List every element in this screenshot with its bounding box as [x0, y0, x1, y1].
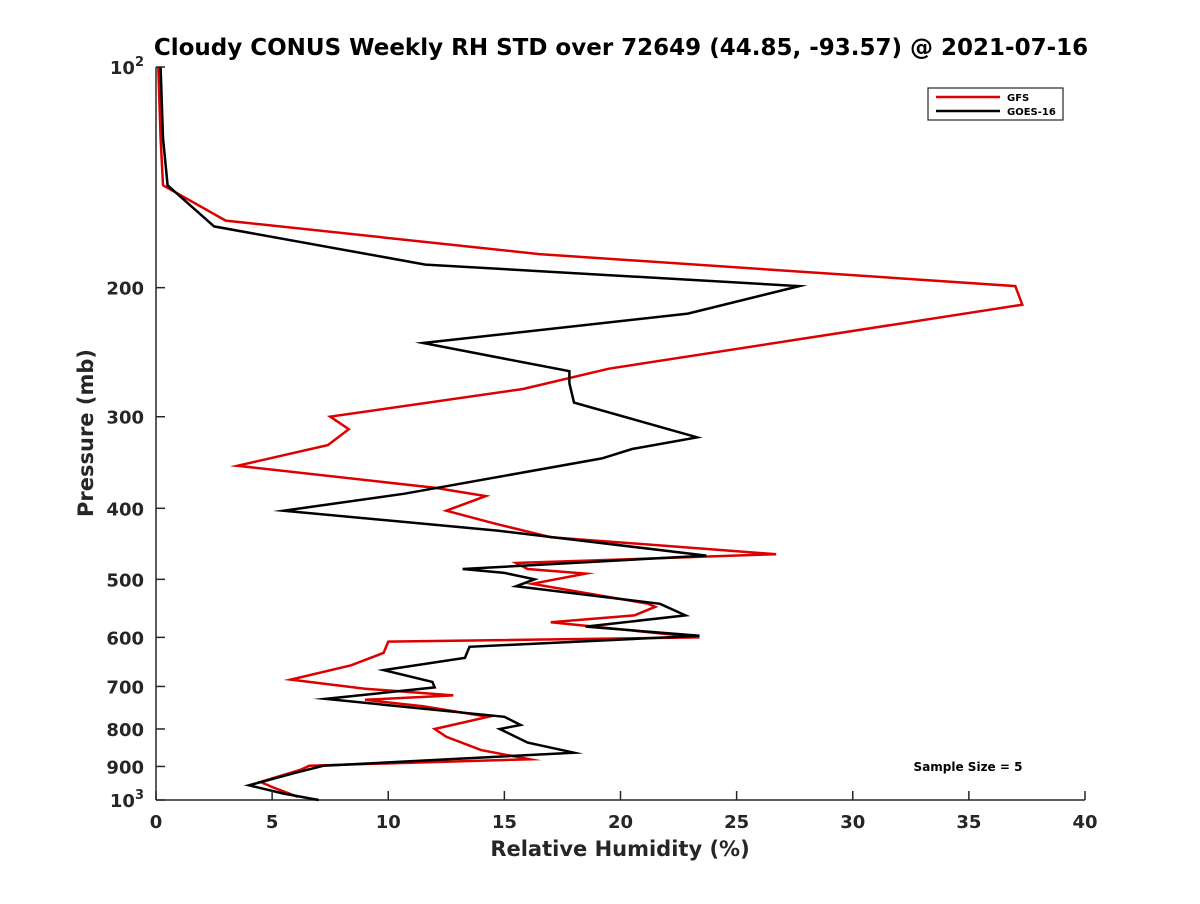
x-tick-label: 30 [840, 812, 865, 833]
y-tick-base: 10 [110, 58, 135, 79]
x-tick-label: 35 [956, 812, 981, 833]
y-tick-label: 102 [110, 55, 144, 79]
x-tick-label: 40 [1072, 812, 1097, 833]
series-line-goes-16 [159, 66, 808, 802]
x-tick-label: 10 [376, 812, 401, 833]
y-axis-label: Pressure (mb) [74, 349, 98, 517]
legend-entries: GFS GOES-16 [936, 93, 1056, 118]
x-tick-label: 15 [492, 812, 517, 833]
y-tick-label: 300 [106, 408, 144, 429]
x-tick-label: 0 [150, 812, 163, 833]
legend-box [927, 87, 1064, 121]
y-tick-label: 600 [106, 628, 144, 649]
x-axis-label: Relative Humidity (%) [490, 837, 749, 861]
y-tick-label: 900 [106, 757, 144, 778]
y-tick-label: 800 [106, 720, 144, 741]
y-tick-label: 500 [106, 570, 144, 591]
legend-label: GOES-16 [1007, 107, 1056, 118]
y-tick-label: 200 [106, 279, 144, 300]
y-tick-label: 103 [110, 788, 144, 812]
x-tick-label: 20 [608, 812, 633, 833]
chart-title: Cloudy CONUS Weekly RH STD over 72649 (4… [154, 35, 1088, 61]
y-tick-label: 400 [106, 499, 144, 520]
plot-area: 0 5 10 15 20 25 30 35 40 10220030040050060070080… [106, 55, 1097, 833]
series-line-gfs [157, 66, 1025, 798]
y-tick-base: 10 [110, 791, 135, 812]
x-tick-label: 5 [266, 812, 279, 833]
y-tick-label: 700 [106, 677, 144, 698]
legend: GFS GOES-16 [927, 87, 1064, 121]
y-tick-exponent: 2 [135, 55, 144, 70]
x-tick-label: 25 [724, 812, 749, 833]
x-axis-ticks: 0 5 10 15 20 25 30 35 40 [150, 791, 1098, 833]
y-tick-exponent: 3 [135, 788, 144, 803]
series-layer [157, 66, 1025, 802]
sample-size-annotation: Sample Size = 5 [914, 760, 1023, 774]
legend-label: GFS [1007, 93, 1029, 104]
